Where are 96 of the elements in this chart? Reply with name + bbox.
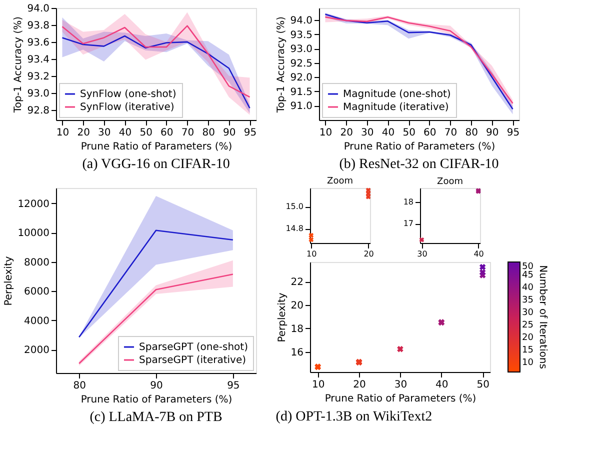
line-series — [62, 25, 250, 98]
text: (a) VGG-16 on CIFAR-10 — [82, 157, 230, 172]
x-tick-label: 95 — [506, 128, 520, 138]
x-tick-label: 10 — [319, 128, 332, 138]
x-tick-label: 10 — [312, 380, 325, 390]
x-tick-label: 90 — [486, 128, 499, 138]
y-tick-label: 93.8 — [27, 20, 50, 32]
y-tick-label: 15.0 — [286, 202, 304, 212]
point — [308, 232, 314, 238]
y-axis-title: Top-1 Accuracy (%) — [13, 16, 24, 114]
y-tick-label: 6000 — [24, 286, 50, 298]
y-tick-label: 18 — [290, 324, 304, 335]
x-tick-label: 70 — [181, 128, 194, 138]
y-tick-label: 93.4 — [27, 54, 50, 66]
y-tick-label: 93.2 — [27, 71, 50, 82]
x-tick-label: 90 — [223, 128, 236, 138]
y-tick-label: 94.0 — [290, 16, 312, 26]
x-tick-label: 10 — [56, 128, 70, 138]
text: (b) ResNet-32 on CIFAR-10 — [339, 157, 499, 172]
x-tick-label: 30 — [98, 128, 111, 138]
x-tick-label: 20 — [364, 250, 374, 258]
y-tick-label: 17 — [403, 219, 414, 228]
x-axis-title: Prune Ratio of Parameters (%) — [80, 142, 232, 152]
color-bar-label: 50 — [522, 262, 534, 272]
y-axis-title: Top-1 Accuracy (%) — [276, 16, 288, 114]
x-tick-label: 60 — [424, 128, 436, 138]
y-tick-label: 94.0 — [27, 4, 50, 14]
y-axis-title: Perplexity — [276, 292, 288, 342]
y-tick-label: 12000 — [18, 198, 50, 210]
x-tick-label: 95 — [227, 380, 240, 392]
legend-label: Magnitude (one-shot) — [343, 89, 451, 100]
y-tick-label: 93.6 — [27, 37, 50, 48]
y-tick-label: 91.5 — [290, 86, 312, 98]
y-tick-label: 18 — [403, 198, 414, 207]
chart-title: Zoom — [327, 176, 353, 187]
chart-title: Zoom — [437, 177, 463, 187]
y-tick-label: 91.0 — [290, 101, 312, 112]
point — [308, 237, 314, 242]
x-tick-label: 40 — [118, 128, 132, 138]
legend-label: SynFlow (iterative) — [80, 102, 174, 113]
color-bar-label: 45 — [522, 270, 534, 280]
color-bar-label: 10 — [522, 358, 534, 368]
point — [397, 346, 404, 352]
x-tick-label: 40 — [474, 250, 484, 258]
y-axis-title: Perplexity — [4, 256, 15, 306]
x-tick-label: 30 — [394, 380, 408, 390]
text: (c) LLaMA-7B on PTB — [90, 410, 222, 425]
y-tick-label: 93.0 — [27, 88, 50, 100]
x-tick-label: 95 — [244, 128, 257, 138]
x-axis-title: Prune Ratio of Parameters (%) — [344, 142, 496, 152]
x-tick-label: 60 — [160, 128, 174, 138]
point — [479, 264, 486, 270]
x-axis-title: Prune Ratio of Parameters (%) — [80, 394, 232, 406]
x-tick-label: 40 — [382, 128, 395, 138]
y-tick-label: 93.5 — [290, 30, 312, 41]
x-tick-label: 20 — [353, 380, 366, 390]
y-tick-label: 20 — [290, 300, 304, 312]
color-bar-label: 15 — [522, 346, 534, 356]
x-tick-label: 40 — [436, 380, 448, 390]
x-tick-label: 80 — [202, 128, 215, 138]
color-bar-title: Number of Iterations — [537, 265, 548, 369]
x-tick-label: 50 — [476, 380, 490, 390]
legend-label: SynFlow (one-shot) — [80, 89, 176, 100]
color-bar-label: 30 — [522, 308, 534, 318]
y-tick-label: 92.5 — [290, 58, 312, 70]
y-tick-label: 22 — [290, 277, 304, 288]
y-tick-label: 8000 — [24, 257, 50, 268]
x-tick-label: 20 — [340, 128, 353, 138]
y-tick-label: 10000 — [18, 228, 50, 240]
color-bar-label: 40 — [522, 283, 534, 293]
x-tick-label: 80 — [73, 380, 86, 392]
x-tick-label: 50 — [140, 128, 152, 138]
y-tick-label: 4000 — [24, 316, 50, 327]
y-tick-label: 93.0 — [290, 44, 312, 56]
y-tick-label: 16 — [290, 347, 304, 358]
y-tick-label: 2000 — [24, 345, 50, 356]
y-tick-label: 92.0 — [290, 72, 312, 84]
color-bar-label: 25 — [522, 320, 534, 330]
x-tick-label: 20 — [77, 128, 90, 138]
color-bar-label: 35 — [522, 296, 534, 306]
x-tick-label: 50 — [402, 128, 416, 138]
legend-label: Magnitude (iterative) — [343, 102, 449, 113]
x-tick-label: 70 — [444, 128, 458, 138]
x-tick-label: 30 — [417, 250, 428, 258]
color-bar-label: 20 — [522, 333, 534, 343]
legend-label: SparseGPT (iterative) — [139, 355, 246, 366]
x-tick-label: 80 — [465, 128, 478, 138]
y-tick-label: 14.8 — [286, 224, 304, 234]
text: (d) OPT-1.3B on WikiText2 — [276, 410, 432, 424]
x-tick-label: 30 — [361, 128, 374, 138]
y-tick-label: 92.8 — [27, 105, 50, 116]
x-axis-title: Prune Ratio of Parameters (%) — [324, 394, 476, 404]
point — [479, 269, 486, 276]
x-tick-label: 90 — [150, 380, 163, 392]
legend-label: SparseGPT (one-shot) — [139, 342, 248, 353]
x-tick-label: 10 — [306, 250, 317, 258]
